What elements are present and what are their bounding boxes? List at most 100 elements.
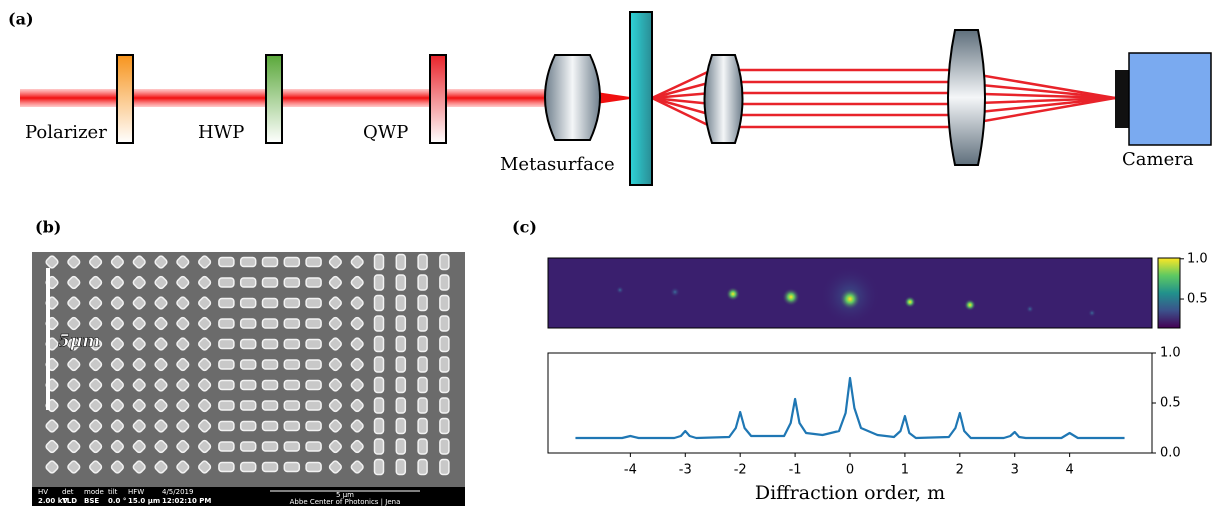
pillar [263, 463, 278, 472]
pillar [306, 463, 321, 472]
colorbar [1158, 258, 1180, 328]
pillar [440, 419, 449, 434]
y-tick-label: 1.0 [1160, 346, 1181, 361]
pillar [375, 255, 384, 270]
pillar [219, 401, 234, 410]
pillar [396, 337, 405, 352]
pillar [306, 381, 321, 390]
pillar [284, 319, 299, 328]
pillar [241, 340, 256, 349]
pillar [440, 460, 449, 475]
info-value: 0.0 ° [108, 497, 126, 505]
pillar [306, 319, 321, 328]
pillar [241, 381, 256, 390]
pillar [375, 337, 384, 352]
pillar [396, 398, 405, 413]
pillar [440, 439, 449, 454]
pillar [219, 463, 234, 472]
pillar [219, 319, 234, 328]
pillar [396, 460, 405, 475]
pillar [263, 360, 278, 369]
pillar [284, 442, 299, 451]
pillar [396, 439, 405, 454]
pillar [284, 340, 299, 349]
pillar [418, 316, 427, 331]
pillar [375, 357, 384, 372]
scale-label: 5μm [58, 332, 100, 352]
pillar [375, 275, 384, 290]
pillar [396, 419, 405, 434]
panel-label: (c) [512, 218, 537, 237]
pillar [219, 360, 234, 369]
pillar [418, 398, 427, 413]
x-tick-label: 1 [901, 463, 909, 478]
pillar [306, 422, 321, 431]
lens [705, 55, 743, 143]
pillar [418, 378, 427, 393]
pillar [306, 360, 321, 369]
component-label: QWP [363, 122, 408, 143]
pillar [284, 422, 299, 431]
x-tick-label: 2 [956, 463, 964, 478]
pillar [440, 296, 449, 311]
info-institute: Abbe Center of Photonics | Jena [290, 498, 401, 506]
pillar [263, 258, 278, 267]
pillar [375, 296, 384, 311]
qwp [430, 55, 446, 143]
pillar [284, 299, 299, 308]
pillar [284, 401, 299, 410]
info-value: BSE [84, 497, 99, 505]
pillar [418, 419, 427, 434]
pillar [375, 378, 384, 393]
pillar [241, 360, 256, 369]
pillar [440, 337, 449, 352]
component-label: HWP [198, 122, 244, 143]
info-header: 4/5/2019 [162, 488, 193, 496]
pillar [375, 316, 384, 331]
panel-label: (a) [8, 10, 34, 29]
pillar [306, 299, 321, 308]
pillar [396, 378, 405, 393]
pillar [418, 296, 427, 311]
pillar [241, 401, 256, 410]
info-header: det [62, 488, 74, 496]
x-tick-label: -2 [734, 463, 747, 478]
y-tick-label: 0.5 [1160, 396, 1181, 411]
pillar [263, 442, 278, 451]
pillar [306, 442, 321, 451]
component-label: Metasurface [500, 154, 615, 175]
pillar [284, 360, 299, 369]
x-tick-label: 4 [1065, 463, 1073, 478]
pillar [263, 381, 278, 390]
pillar [306, 258, 321, 267]
x-tick-label: -4 [624, 463, 637, 478]
pillar [241, 319, 256, 328]
info-header: tilt [108, 488, 118, 496]
pillar [418, 337, 427, 352]
pillar [375, 439, 384, 454]
pillar [418, 460, 427, 475]
x-tick-label: 0 [846, 463, 854, 478]
pillar [306, 401, 321, 410]
pillar [219, 381, 234, 390]
pillar [440, 398, 449, 413]
pillar [284, 463, 299, 472]
info-header: HFW [128, 488, 144, 496]
pillar [263, 340, 278, 349]
camera [1129, 53, 1211, 145]
pillar [440, 316, 449, 331]
pillar [241, 442, 256, 451]
lens [948, 30, 985, 165]
panel-label: (b) [35, 218, 61, 237]
component-label: Polarizer [25, 122, 107, 143]
pillar [306, 340, 321, 349]
pillar [241, 422, 256, 431]
pillar [241, 463, 256, 472]
y-tick-label: 0.0 [1160, 446, 1181, 461]
pillar [219, 258, 234, 267]
info-value: 15.0 μm [128, 497, 160, 505]
pillar [396, 255, 405, 270]
pillar [263, 422, 278, 431]
colorbar-tick-label: 1.0 [1187, 251, 1208, 266]
pillar [241, 278, 256, 287]
